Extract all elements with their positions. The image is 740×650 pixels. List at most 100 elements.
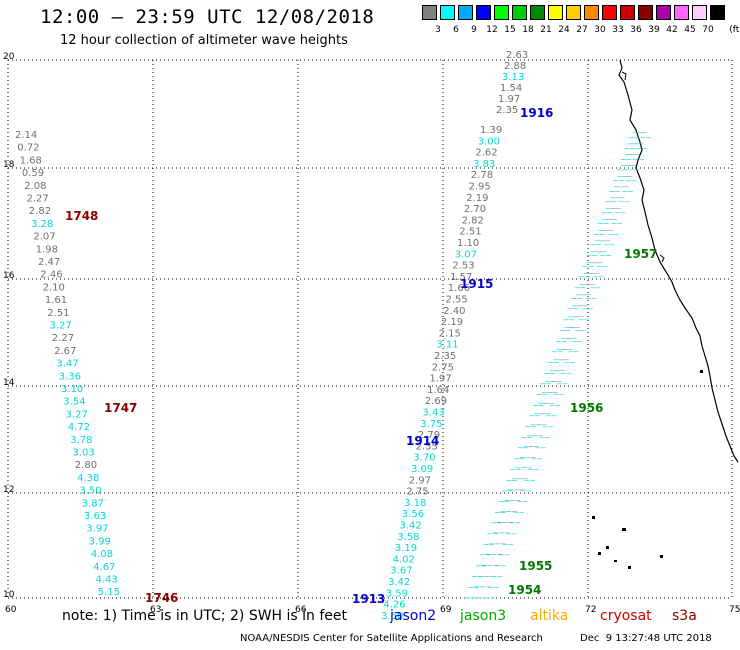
swath-mark: ‒‒	[514, 454, 526, 464]
swh-value: 3.50	[79, 486, 101, 497]
scale-label: 15	[504, 25, 516, 35]
swh-tracks: 2.140.721.680.592.082.272.823.282.071.98…	[15, 50, 528, 622]
swath-mark: ‒‒	[523, 442, 535, 452]
island	[628, 566, 631, 569]
swath-mark: ‒‒	[615, 208, 627, 218]
swath-mark: ‒‒	[485, 550, 497, 560]
scale-swatch	[512, 5, 527, 20]
swath-mark: ‒‒	[553, 355, 565, 365]
swath-mark: ‒‒	[509, 518, 521, 528]
swath-mark: ‒‒	[491, 550, 503, 560]
swath-mark: ‒‒	[554, 366, 566, 376]
map-title: 12:00 — 23:59 UTC 12/08/2018	[40, 6, 375, 28]
swath-mark: ‒‒	[580, 290, 592, 300]
swh-value: 3.19	[395, 543, 417, 554]
legend-jason3: jason3	[460, 608, 507, 624]
swath-mark: ‒‒	[546, 411, 558, 421]
swath-mark: ‒‒	[622, 186, 634, 196]
swh-value: 4.72	[68, 422, 90, 433]
swh-value: 4.43	[96, 575, 118, 586]
swath-mark: ‒‒	[549, 400, 561, 410]
swath-mark: ‒‒	[521, 463, 533, 473]
swh-value: 3.70	[413, 453, 435, 464]
swath-mark: ‒‒	[609, 193, 621, 203]
swh-value: 2.19	[466, 193, 488, 204]
swath-mark: ‒‒	[502, 486, 514, 496]
swath-mark: ‒‒	[572, 301, 584, 311]
scale-swatch	[638, 5, 653, 20]
coastline-path	[618, 59, 739, 463]
swath-mark: ‒‒	[542, 422, 554, 432]
swh-value: 3.09	[411, 464, 433, 475]
lon-tick-label: 66	[295, 605, 307, 615]
swath-mark: ‒‒	[499, 550, 511, 560]
swh-value: 3.97	[86, 524, 108, 535]
scale-unit: (ft)	[729, 25, 740, 35]
swh-value: 3.87	[82, 498, 104, 509]
swath-mark: ‒‒	[484, 593, 496, 603]
swath-mark: ‒‒	[632, 128, 644, 138]
swath-mark: ‒‒	[571, 336, 583, 346]
swath-mark: ‒‒	[610, 204, 622, 214]
lat-tick-label: 16	[3, 271, 15, 281]
swath-mark: ‒‒	[491, 518, 503, 528]
scale-label: 18	[522, 25, 534, 35]
swh-value: 3.63	[84, 511, 106, 522]
swh-value: 2.51	[459, 227, 481, 238]
swh-value: 2.19	[441, 317, 463, 328]
island	[592, 516, 595, 519]
swath-mark: ‒‒	[573, 312, 585, 322]
swath-mark: ‒‒	[487, 561, 499, 571]
lon-tick-label: 69	[440, 605, 452, 615]
swath-mark: ‒‒	[596, 261, 608, 271]
swh-value: 2.70	[464, 204, 486, 215]
swh-value: 2.27	[27, 194, 49, 205]
swath-mark: ‒‒	[528, 465, 540, 475]
swath-mark: ‒‒	[640, 133, 652, 143]
swh-value: 2.14	[15, 130, 37, 141]
swath-mark: ‒‒	[593, 272, 605, 282]
swath-mark: ‒‒	[629, 150, 641, 160]
coastline-path-3	[659, 254, 665, 263]
swath-mark: ‒‒	[511, 474, 523, 484]
swath-mark: ‒‒	[604, 240, 616, 250]
swath-mark: ‒‒	[513, 485, 525, 495]
lat-tick-label: 10	[3, 590, 15, 600]
swath-mark: ‒‒	[594, 229, 606, 239]
swath-mark: ‒‒	[480, 582, 492, 592]
pass-label: 1955	[519, 559, 552, 573]
legend-s3a: s3a	[672, 608, 697, 624]
swath-mark: ‒‒	[553, 390, 565, 400]
legend-altika: altika	[530, 608, 569, 624]
scale-label: 9	[471, 25, 477, 35]
swath-mark: ‒‒	[536, 420, 548, 430]
swh-value: 2.82	[29, 206, 51, 217]
scale-label: 3	[435, 25, 441, 35]
swath-mark: ‒‒	[547, 388, 559, 398]
credit-line: NOAA/NESDIS Center for Satellite Applica…	[240, 633, 543, 644]
swh-value: 2.51	[47, 308, 69, 319]
swh-value: 4.67	[93, 562, 115, 573]
swath-mark: ‒‒	[625, 160, 637, 170]
swath-mark: ‒‒	[582, 304, 594, 314]
note-text: note: 1) Time is in UTC; 2) SWH is in fe…	[62, 608, 348, 624]
pass-label: 1913	[352, 592, 385, 606]
timestamp: Dec 9 13:27:48 UTC 2018	[580, 633, 712, 644]
swath-mark: ‒‒	[586, 251, 598, 261]
swh-value: 3.27	[66, 409, 88, 420]
swh-value: 1.97	[429, 374, 451, 385]
swh-value: 1.64	[427, 385, 449, 396]
swath-mark: ‒‒	[607, 229, 619, 239]
swh-value: 2.95	[469, 182, 491, 193]
scale-swatch	[602, 5, 617, 20]
swh-value: 2.40	[443, 306, 465, 317]
swh-value: 2.35	[496, 105, 518, 116]
swath-mark: ‒‒	[510, 465, 522, 475]
swath-mark: ‒‒	[584, 279, 596, 289]
swath-mark: ‒‒	[613, 182, 625, 192]
swh-value: 3.47	[56, 359, 78, 370]
swath-mark: ‒‒	[506, 506, 518, 516]
swath-mark: ‒‒	[493, 528, 505, 538]
swath-mark: ‒‒	[468, 582, 480, 592]
